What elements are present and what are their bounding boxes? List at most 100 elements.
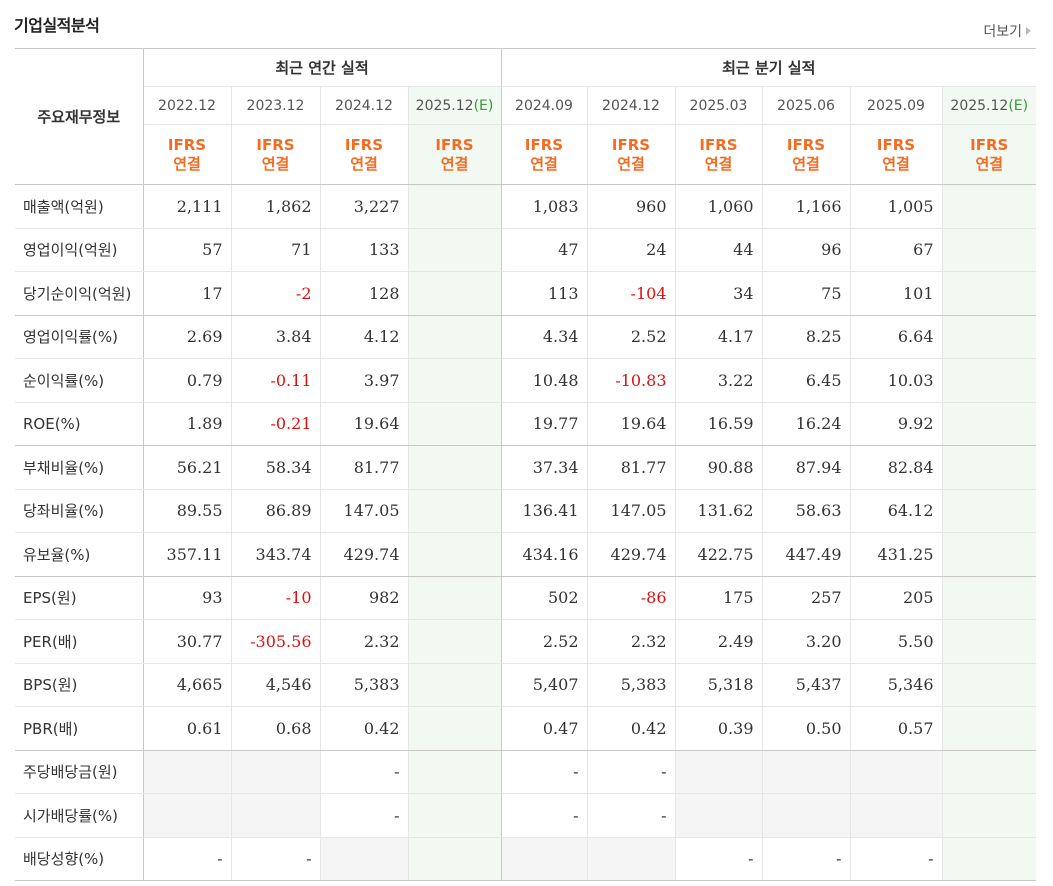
table-row: PBR(배) 0.61 0.68 0.42 0.47 0.42 0.39 0.50 0.57 bbox=[15, 706, 1036, 751]
table-cell: 4,665 bbox=[143, 663, 232, 707]
table-cell: - bbox=[675, 837, 763, 881]
row-label: 영업이익률(%) bbox=[15, 315, 144, 359]
chevron-right-icon bbox=[1026, 27, 1031, 35]
table-cell: 502 bbox=[501, 576, 588, 620]
table-cell: - bbox=[320, 793, 409, 838]
table-cell: -86 bbox=[587, 576, 676, 620]
period-header: 2024.12 bbox=[320, 86, 409, 125]
table-cell bbox=[942, 184, 1036, 229]
ifrs-label: IFRS 연결 bbox=[408, 124, 502, 185]
table-cell: 0.47 bbox=[501, 706, 588, 751]
table-cell: 960 bbox=[587, 184, 676, 229]
period-label: 2025.09 bbox=[867, 97, 925, 114]
table-cell: 3,227 bbox=[320, 184, 409, 229]
table-cell: 58.34 bbox=[231, 445, 321, 490]
row-label: EPS(원) bbox=[15, 576, 144, 620]
table-cell: - bbox=[501, 793, 588, 838]
table-cell: 175 bbox=[675, 576, 763, 620]
table-cell bbox=[143, 793, 232, 838]
table-cell: 81.77 bbox=[587, 445, 676, 490]
table-cell: 16.24 bbox=[762, 402, 851, 446]
ifrs-label: IFRS 연결 bbox=[850, 124, 943, 185]
table-cell: 10.48 bbox=[501, 358, 588, 403]
more-link[interactable]: 더보기 bbox=[983, 21, 1031, 41]
table-cell: 133 bbox=[320, 228, 409, 272]
table-cell: 205 bbox=[850, 576, 943, 620]
table-cell: 47 bbox=[501, 228, 588, 272]
table-cell: -10.83 bbox=[587, 358, 676, 403]
table-row: 매출액(억원) 2,111 1,862 3,227 1,083 960 1,060 1,166… bbox=[15, 184, 1036, 229]
table-cell: 10.03 bbox=[850, 358, 943, 403]
table-cell: 113 bbox=[501, 271, 588, 316]
table-cell bbox=[408, 489, 502, 533]
table-cell: 86.89 bbox=[231, 489, 321, 533]
period-label: 2024.12 bbox=[335, 97, 393, 114]
table-cell bbox=[231, 793, 321, 838]
table-cell bbox=[942, 793, 1036, 838]
table-cell bbox=[408, 706, 502, 751]
ifrs-label: IFRS 연결 bbox=[501, 124, 588, 185]
table-cell: 3.20 bbox=[762, 619, 851, 664]
period-label: 2025.03 bbox=[689, 97, 748, 114]
table-cell: 2.32 bbox=[320, 619, 409, 664]
table-row: 시가배당률(%) - - - bbox=[15, 793, 1036, 838]
table-cell: -10 bbox=[231, 576, 321, 620]
row-label: 배당성향(%) bbox=[15, 837, 144, 881]
table-cell: 37.34 bbox=[501, 445, 588, 490]
table-cell: 3.97 bbox=[320, 358, 409, 403]
ifrs-label: IFRS 연결 bbox=[231, 124, 321, 185]
table-cell: 2.69 bbox=[143, 315, 232, 359]
table-cell bbox=[942, 315, 1036, 359]
period-header: 2024.09 bbox=[501, 86, 588, 125]
table-cell: 16.59 bbox=[675, 402, 763, 446]
table-row: ROE(%) 1.89 -0.21 19.64 19.77 19.64 16.59 16.24… bbox=[15, 402, 1036, 446]
table-cell: 0.39 bbox=[675, 706, 763, 751]
table-cell: - bbox=[231, 837, 321, 881]
period-header: 2022.12 bbox=[143, 86, 232, 125]
table-cell bbox=[942, 271, 1036, 316]
row-label: 당기순이익(억원) bbox=[15, 271, 144, 316]
table-cell: - bbox=[587, 793, 676, 838]
table-cell bbox=[231, 750, 321, 794]
table-cell: 87.94 bbox=[762, 445, 851, 490]
period-header: 2024.12 bbox=[587, 86, 676, 125]
table-cell: 44 bbox=[675, 228, 763, 272]
table-cell: 5,383 bbox=[320, 663, 409, 707]
table-cell: 64.12 bbox=[850, 489, 943, 533]
table-cell: - bbox=[850, 837, 943, 881]
period-header: 2025.06 bbox=[762, 86, 851, 125]
period-header: 2023.12 bbox=[231, 86, 321, 125]
table-row: PER(배) 30.77 -305.56 2.32 2.52 2.32 2.49 3.20 5.… bbox=[15, 619, 1036, 664]
table-cell: 4.17 bbox=[675, 315, 763, 359]
table-cell bbox=[942, 576, 1036, 620]
period-label: 2025.12 bbox=[950, 97, 1009, 114]
table-cell bbox=[762, 793, 851, 838]
ifrs-label: IFRS 연결 bbox=[143, 124, 232, 185]
row-label: ROE(%) bbox=[15, 402, 144, 446]
corner-header: 주요재무정보 bbox=[15, 48, 144, 185]
table-cell bbox=[408, 315, 502, 359]
table-cell: 429.74 bbox=[587, 532, 676, 577]
row-label: 유보율(%) bbox=[15, 532, 144, 577]
table-cell: 90.88 bbox=[675, 445, 763, 490]
row-label: BPS(원) bbox=[15, 663, 144, 707]
table-cell bbox=[675, 750, 763, 794]
table-cell bbox=[408, 271, 502, 316]
table-row: 주당배당금(원) - - - bbox=[15, 750, 1036, 794]
table-cell bbox=[942, 228, 1036, 272]
table-cell: 422.75 bbox=[675, 532, 763, 577]
table-cell: 4.34 bbox=[501, 315, 588, 359]
table-cell: 17 bbox=[143, 271, 232, 316]
period-label: 2023.12 bbox=[246, 97, 305, 114]
period-label: 2022.12 bbox=[158, 97, 216, 114]
ifrs-label: IFRS 연결 bbox=[320, 124, 409, 185]
table-cell: -305.56 bbox=[231, 619, 321, 664]
table-row: EPS(원) 93 -10 982 502 -86 175 257 205 bbox=[15, 576, 1036, 620]
table-cell bbox=[408, 228, 502, 272]
table-cell: 24 bbox=[587, 228, 676, 272]
table-cell bbox=[587, 837, 676, 881]
table-cell bbox=[942, 837, 1036, 881]
table-cell: 447.49 bbox=[762, 532, 851, 577]
row-label: 당좌비율(%) bbox=[15, 489, 144, 533]
table-cell: 75 bbox=[762, 271, 851, 316]
